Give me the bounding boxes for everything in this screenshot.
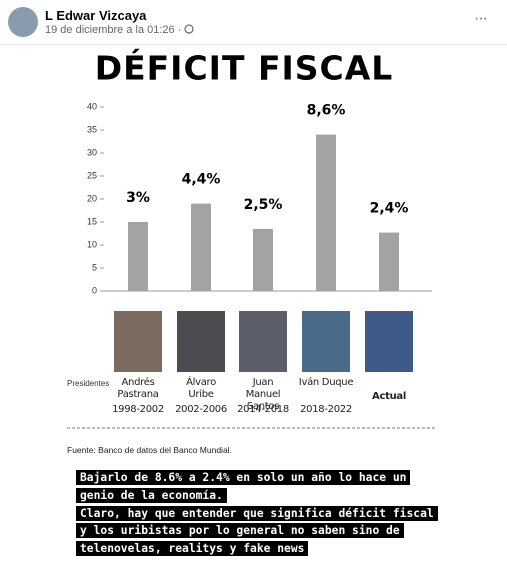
row-label: Presidentes [67,379,110,388]
bar-annotation: 3% [126,190,150,206]
bar-annotation: 2,5% [244,197,283,213]
timestamp[interactable]: 19 de diciembre a la 01:26 · [45,24,195,36]
y-tick-label: 5 [92,262,97,272]
bar-annotation: 8,6% [307,103,346,119]
y-tick-label: 0 [92,285,97,295]
portrait [302,311,350,372]
y-tick-label: 40 [87,101,97,111]
category-label: Álvaro Uribe [186,377,216,400]
avatar[interactable] [8,7,38,37]
bar [316,134,336,291]
timestamp-text[interactable]: 19 de diciembre a la 01:26 · [45,24,185,36]
caption-line: Bajarlo de 8.6% a 2.4% en solo un año lo… [76,470,411,485]
labels: Andrés Pastrana 1998-2002 Álvaro Uribe 2002… [64,45,438,557]
period-label: 2018-2022 [300,404,352,415]
post-image[interactable]: DÉFICIT FISCAL 0 5 10 15 20 25 30 35 40 3% 4,4% 2,5… [64,45,438,557]
caption-line: telenovelas, realitys y fake news [76,541,309,557]
caption-line: y los uribistas por lo general no saben … [76,523,404,539]
portrait [177,311,225,372]
category-label: Actual [372,391,406,402]
period-label: 2014-2018 [237,404,289,415]
y-tick-label: 35 [87,124,97,134]
globe-icon [184,24,195,34]
source: Fuente: Banco de datos del Banco Mundial… [67,445,232,455]
author[interactable]: L Edwar Vizcaya [45,8,147,23]
y-tick-label: 30 [87,147,97,157]
bar [253,228,273,291]
y-tick-label: 25 [87,170,97,180]
bar [128,222,148,291]
y-tick-label: 15 [87,216,97,226]
chart: DÉFICIT FISCAL 0 5 10 15 20 25 30 35 40 3% 4,4% 2,5… [67,48,436,429]
category-label: Andrés Pastrana [117,377,159,400]
y-tick-label: 20 [87,193,97,203]
portrait [114,311,162,372]
caption-line: Claro, hay que entender que significa dé… [76,505,438,521]
category-label: Iván Duque [298,377,354,388]
period-label: 2002-2006 [175,404,227,415]
menu-button[interactable]: ··· [474,10,488,27]
portrait [365,311,413,372]
bar-annotation: 2,4% [370,201,409,217]
portrait [239,311,287,372]
bar-annotation: 4,4% [182,172,221,188]
y-tick-label: 10 [87,239,97,249]
bar [191,203,211,291]
category-label: Juan Manuel Santos [245,377,281,412]
period-label: 1998-2002 [112,404,164,415]
divider [0,44,507,45]
caption-line: genio de la economía. [76,487,227,503]
bar [379,232,399,291]
chart-title: DÉFICIT FISCAL [95,48,394,88]
